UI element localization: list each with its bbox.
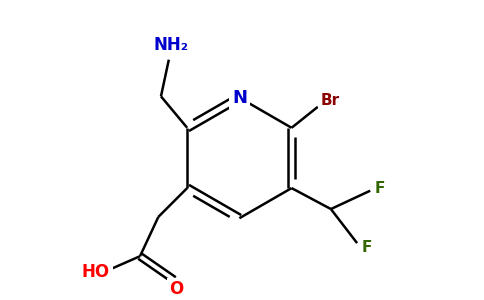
Text: Br: Br <box>320 92 339 107</box>
Text: N: N <box>232 89 247 107</box>
Text: O: O <box>169 280 184 298</box>
Text: F: F <box>362 240 372 255</box>
Text: HO: HO <box>82 263 110 281</box>
Text: NH₂: NH₂ <box>154 36 189 54</box>
Text: F: F <box>375 181 385 196</box>
